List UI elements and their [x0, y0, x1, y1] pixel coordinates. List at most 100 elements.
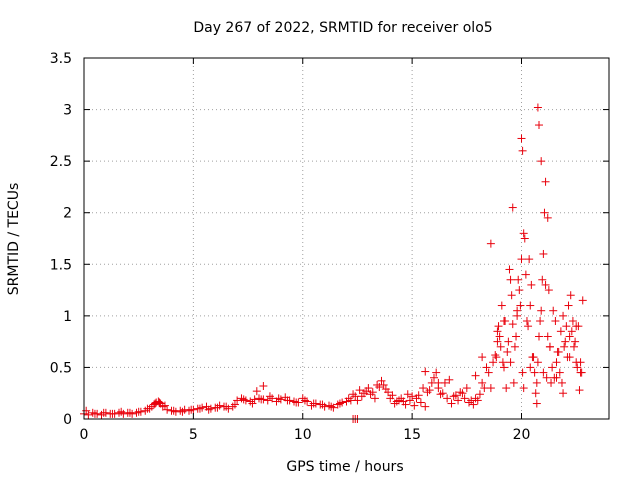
data-point — [577, 368, 586, 377]
data-point — [408, 392, 417, 401]
data-point — [379, 380, 388, 389]
data-point — [507, 291, 516, 300]
data-point — [571, 337, 580, 346]
data-point — [478, 353, 487, 362]
data-point — [430, 373, 438, 382]
data-point — [530, 368, 539, 377]
data-point — [565, 332, 574, 341]
data-point — [309, 399, 318, 408]
data-point — [434, 378, 443, 387]
data-point — [500, 363, 508, 372]
data-point — [539, 368, 548, 377]
data-point — [521, 270, 530, 279]
data-point — [516, 301, 525, 310]
data-point — [562, 322, 571, 331]
data-point — [508, 203, 517, 212]
x-tick-label: 10 — [294, 427, 312, 443]
data-point — [494, 322, 503, 331]
data-point — [425, 386, 434, 395]
data-point — [557, 378, 566, 387]
data-point — [366, 390, 375, 399]
data-point — [283, 396, 292, 405]
data-point — [522, 317, 531, 326]
data-points — [80, 103, 587, 423]
data-point — [519, 384, 528, 393]
data-point — [224, 404, 233, 413]
data-point — [509, 378, 518, 387]
data-point — [160, 401, 169, 410]
data-point — [397, 394, 406, 403]
data-point — [504, 337, 513, 346]
data-point — [561, 337, 570, 346]
data-point — [327, 402, 336, 411]
data-point — [529, 353, 538, 362]
data-point — [492, 353, 501, 362]
y-tick-label: 2.5 — [50, 154, 72, 170]
data-point — [300, 396, 309, 405]
data-point — [355, 386, 364, 395]
data-point — [568, 317, 577, 326]
data-point — [421, 402, 430, 411]
data-point — [545, 342, 554, 351]
data-point — [97, 410, 106, 419]
data-point — [544, 286, 553, 295]
data-point — [445, 375, 454, 384]
data-point — [125, 408, 134, 417]
data-point — [556, 327, 565, 336]
data-point — [515, 286, 524, 295]
data-point — [344, 394, 353, 403]
data-point — [375, 383, 384, 392]
plot-frame — [83, 57, 610, 420]
data-point — [505, 265, 514, 274]
data-point — [462, 384, 471, 393]
data-point — [458, 389, 467, 398]
data-point — [84, 410, 93, 419]
data-point — [500, 317, 508, 326]
data-point — [567, 327, 576, 336]
data-point — [572, 322, 581, 331]
data-point — [454, 396, 463, 405]
data-point — [401, 400, 410, 409]
x-axis-title: GPS time / hours — [286, 459, 403, 475]
x-tick-label: 5 — [189, 427, 198, 443]
data-point — [482, 363, 491, 372]
data-point — [403, 390, 412, 399]
data-point — [292, 398, 301, 407]
data-point — [99, 408, 108, 417]
data-point — [547, 378, 556, 387]
data-point — [555, 368, 564, 377]
data-point — [513, 311, 522, 320]
data-point — [423, 388, 432, 397]
data-point — [353, 396, 362, 405]
data-point — [368, 388, 377, 397]
data-point — [514, 275, 523, 284]
y-tick-label: 0.5 — [50, 360, 72, 376]
data-point — [115, 408, 123, 417]
data-point — [484, 368, 493, 377]
data-point — [566, 291, 575, 300]
data-point — [525, 255, 534, 264]
data-point — [88, 408, 97, 417]
data-point — [119, 409, 128, 418]
data-point — [480, 384, 489, 393]
data-point — [318, 400, 327, 409]
data-point — [233, 396, 242, 405]
data-point — [163, 405, 172, 414]
data-point — [506, 358, 515, 367]
y-tick-label: 1 — [63, 309, 72, 325]
data-point — [532, 399, 541, 408]
data-point — [532, 378, 541, 387]
data-point — [542, 373, 551, 382]
data-point — [493, 327, 502, 336]
data-point — [541, 177, 550, 186]
data-point — [465, 398, 473, 407]
data-point — [549, 306, 558, 315]
data-point — [362, 387, 371, 396]
x-tick-label: 15 — [403, 427, 421, 443]
data-point — [535, 121, 543, 130]
data-point — [510, 342, 519, 351]
data-point — [539, 249, 548, 258]
data-point — [410, 401, 419, 410]
data-point — [143, 404, 152, 413]
